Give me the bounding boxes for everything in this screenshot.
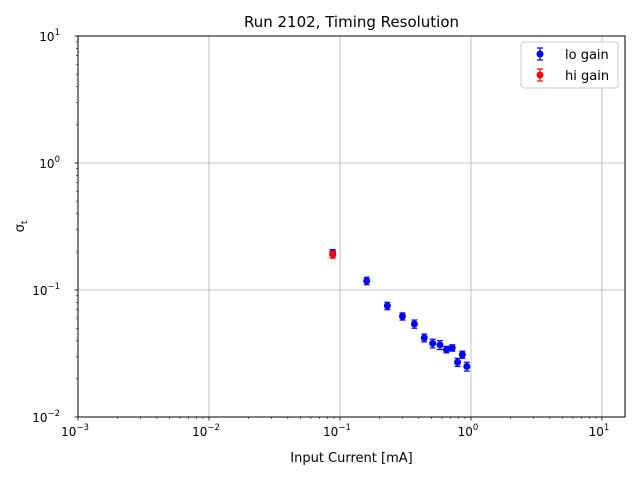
x-tick-base: 10 [192,425,207,439]
legend-marker-hi-gain [536,68,544,82]
legend-marker-lo-gain [536,47,544,61]
plot-frame [77,35,626,418]
x-tick-base: 10 [589,425,604,439]
data-point [383,302,391,310]
legend: lo gain hi gain [520,41,619,89]
x-tick-base: 10 [323,425,338,439]
x-tick-exponent: 0 [473,423,478,433]
y-axis-label-group: σt [13,220,30,232]
data-point [436,341,444,349]
x-axis-label: Input Current [mA] [290,451,412,466]
chart-title: Run 2102, Timing Resolution [244,13,459,31]
x-tick-label: 100 [458,423,479,439]
data-point [429,339,437,347]
y-tick-exponent: 0 [55,155,60,165]
data-point [420,334,428,342]
y-tick-exponent: −2 [47,409,60,419]
data-point [410,320,418,328]
data-point [363,277,371,285]
x-tick-label: 10−3 [61,423,89,439]
x-tick-exponent: −3 [76,423,89,433]
data-point [454,358,462,366]
x-tick-base: 10 [61,425,76,439]
data-point [442,346,450,354]
y-tick-label: 100 [39,155,60,171]
y-tick-label: 10−2 [32,409,60,425]
data-point [329,251,337,259]
series-hi-gain [329,250,337,259]
x-tick-exponent: 1 [604,423,609,433]
y-tick-exponent: 1 [55,28,60,38]
y-tick-base: 10 [39,30,54,44]
y-tick-label: 10−1 [32,282,60,298]
y-axis-label: σt [13,220,30,232]
series-lo-gain [329,249,471,372]
data-point [463,362,471,370]
x-tick-label: 101 [589,423,610,439]
data-point [448,344,456,352]
y-tick-base: 10 [32,411,47,425]
x-tick-label: 10−1 [323,423,351,439]
data-point [458,351,466,359]
y-axis-label-symbol: σ [13,224,28,232]
y-tick-exponent: −1 [47,282,60,292]
legend-dot-lo-gain [536,50,544,58]
legend-label-lo-gain: lo gain [565,48,609,63]
legend-dot-hi-gain [536,71,544,79]
data-layer [329,249,471,372]
x-tick-exponent: −2 [207,423,220,433]
y-tick-base: 10 [39,157,54,171]
x-tick-exponent: −1 [338,423,351,433]
y-tick-label: 101 [39,28,60,44]
x-tick-label: 10−2 [192,423,220,439]
data-point [398,312,406,320]
y-axis-label-subscript: t [20,220,30,224]
legend-box [520,41,619,89]
legend-label-hi-gain: hi gain [565,69,609,84]
x-tick-base: 10 [458,425,473,439]
y-tick-base: 10 [32,284,47,298]
